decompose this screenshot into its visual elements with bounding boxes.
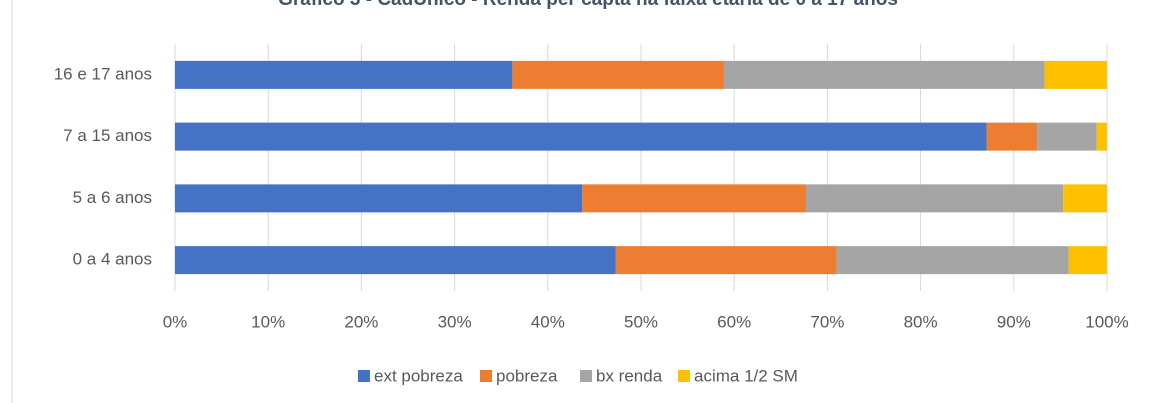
x-tick-label: 0% (163, 312, 188, 331)
y-tick-label: 5 a 6 anos (73, 188, 152, 207)
legend-swatch (678, 370, 690, 382)
bar-segment (175, 246, 616, 275)
legend-label: ext pobreza (374, 366, 463, 385)
y-tick-label: 16 e 17 anos (54, 64, 152, 83)
y-tick-label: 0 a 4 anos (73, 250, 152, 269)
bar-segment (582, 184, 806, 213)
legend-swatch (580, 370, 592, 382)
bar-segment (1063, 184, 1107, 213)
bar-segment (805, 184, 1064, 213)
x-tick-label: 70% (810, 312, 844, 331)
x-tick-label: 50% (624, 312, 658, 331)
legend-label: acima 1/2 SM (694, 366, 798, 385)
bar-segment (1068, 246, 1107, 275)
bar-segment (175, 122, 987, 151)
x-tick-label: 80% (904, 312, 938, 331)
bar-segment (1037, 122, 1097, 151)
bar-segment (175, 60, 513, 89)
legend-swatch (358, 370, 370, 382)
legend-swatch (480, 370, 492, 382)
legend-label: bx renda (596, 366, 663, 385)
x-tick-label: 100% (1085, 312, 1128, 331)
x-tick-label: 60% (717, 312, 751, 331)
bar-segment (1096, 122, 1107, 151)
bar-segment (986, 122, 1038, 151)
x-tick-label: 30% (438, 312, 472, 331)
x-tick-label: 90% (997, 312, 1031, 331)
bar-segment (1044, 60, 1107, 89)
bar-segment (512, 60, 724, 89)
legend-label: pobreza (496, 366, 558, 385)
bar-segment (836, 246, 1069, 275)
x-tick-label: 10% (251, 312, 285, 331)
y-tick-label: 7 a 15 anos (63, 126, 152, 145)
chart-title: Gráfico 3 - CadÚnico - Renda per capta n… (278, 0, 898, 10)
x-tick-label: 20% (344, 312, 378, 331)
bar-segment (175, 184, 583, 213)
bar-segment (615, 246, 837, 275)
bar-segment (723, 60, 1045, 89)
x-tick-label: 40% (531, 312, 565, 331)
